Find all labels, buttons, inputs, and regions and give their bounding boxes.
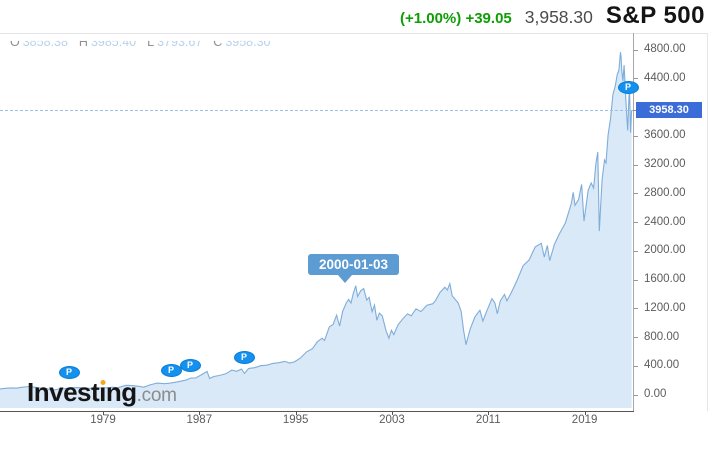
price-axis-label: 2800.00	[644, 186, 686, 199]
time-axis-label: 1995	[282, 414, 309, 426]
area-series-fill	[0, 52, 632, 408]
time-axis-label: 1979	[90, 414, 116, 426]
price-axis-label: 2400.00	[644, 215, 686, 228]
price-axis-tick	[633, 193, 638, 195]
low-label: L	[147, 35, 155, 49]
current-price-tick	[633, 109, 637, 111]
chart-top-border	[0, 33, 708, 34]
time-axis-tick	[295, 411, 297, 415]
p-flag-marker[interactable]: P	[233, 350, 255, 364]
price-axis-label: 400.00	[644, 359, 680, 372]
p-flag-marker[interactable]: P	[160, 363, 182, 377]
price-axis-label: 1600.00	[644, 273, 686, 285]
low-value: 3793.67	[157, 35, 203, 49]
time-axis-label: 1987	[186, 414, 213, 426]
tooltip-date: 2000-01-03	[319, 257, 389, 272]
price-axis-tick	[633, 337, 638, 338]
price-axis-label: 4400.00	[644, 71, 686, 84]
logo-text: Investı ng	[27, 377, 137, 407]
price-axis-label: 800.00	[644, 330, 680, 343]
price-axis-label: 4800.00	[644, 43, 686, 55]
last-price: 3,958.30	[524, 7, 593, 27]
investing-logo[interactable]: Investı ng .com	[27, 377, 177, 408]
p-flag-marker[interactable]: P	[58, 365, 80, 379]
price-axis-tick	[633, 279, 638, 281]
time-axis-tick	[584, 411, 586, 415]
logo-orange-dot-icon	[100, 380, 106, 385]
price-axis-tick	[633, 394, 638, 396]
high-label: H	[78, 35, 88, 49]
price-axis-label: 0.00	[644, 388, 667, 400]
close-value: 3958.30	[225, 35, 271, 49]
p-flag-marker[interactable]: P	[617, 80, 639, 94]
tooltip-pointer-icon	[338, 275, 352, 283]
price-axis-tick	[633, 250, 638, 252]
open-value: 3858.38	[22, 35, 68, 49]
time-axis-label: 2019	[571, 414, 598, 426]
price-axis-tick	[633, 365, 638, 367]
header: (+1.00%) +39.05 3,958.30 S&P 500	[400, 2, 705, 30]
area-series-line	[0, 52, 633, 391]
price-axis-label: 2000.00	[644, 244, 686, 257]
date-tooltip: 2000-01-03	[308, 254, 400, 283]
p-flag-marker[interactable]: P	[179, 358, 201, 372]
high-value: 3985.40	[90, 35, 137, 49]
time-axis-line	[0, 411, 634, 412]
close-label: C	[213, 35, 223, 49]
price-axis-tick	[633, 135, 638, 137]
time-axis-label: 2003	[379, 414, 405, 426]
symbol-title: S&P 500	[605, 2, 705, 29]
time-axis-tick	[103, 411, 104, 415]
time-axis-tick	[391, 411, 393, 415]
logo-suffix: .com	[136, 385, 177, 406]
ohlc-row: O 3858.38 H 3985.40 L 3793.67 C 3958.30	[10, 35, 282, 49]
price-axis-tick	[633, 78, 638, 80]
price-axis-tick	[633, 308, 638, 310]
change-value: +39.05	[465, 10, 512, 27]
open-label: O	[10, 35, 20, 49]
time-axis-label: 2011	[475, 414, 501, 426]
price-axis-label: 3200.00	[644, 158, 686, 170]
price-chart-canvas[interactable]	[0, 33, 633, 411]
price-axis-tick	[633, 164, 638, 166]
panel-right-edge	[707, 33, 708, 411]
change-percent: (+1.00%)	[399, 10, 462, 27]
price-axis-label: 1200.00	[644, 301, 686, 314]
time-axis-tick	[199, 411, 201, 415]
current-price-line	[0, 109, 633, 111]
current-price-label: 3958.30	[636, 102, 702, 119]
price-axis-tick	[633, 222, 638, 223]
change-text: (+1.00%) +39.05	[400, 10, 512, 27]
price-axis-tick	[633, 49, 638, 51]
price-axis-label: 3600.00	[644, 129, 686, 142]
time-axis-tick	[488, 411, 490, 415]
